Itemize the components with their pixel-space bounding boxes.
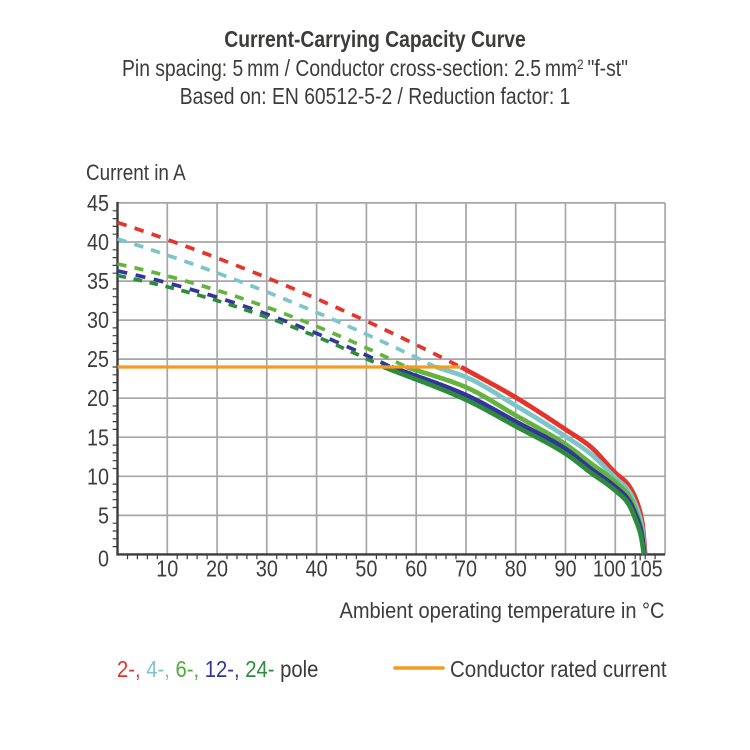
svg-text:30: 30: [256, 555, 278, 582]
svg-text:80: 80: [505, 555, 527, 582]
svg-text:35: 35: [87, 267, 109, 294]
svg-text:Current in A: Current in A: [86, 161, 186, 186]
svg-text:10: 10: [87, 463, 109, 490]
svg-text:0: 0: [98, 545, 109, 572]
svg-text:Ambient operating temperature: Ambient operating temperature in °C: [340, 598, 665, 623]
svg-text:2-, 4-, 6-, 12-, 24- pole: 2-, 4-, 6-, 12-, 24- pole: [117, 656, 318, 683]
svg-text:30: 30: [87, 306, 109, 333]
svg-text:40: 40: [306, 555, 328, 582]
svg-text:Current-Carrying Capacity Curv: Current-Carrying Capacity Curve: [224, 28, 526, 53]
svg-text:10: 10: [156, 555, 178, 582]
svg-text:70: 70: [455, 555, 477, 582]
svg-text:5: 5: [98, 502, 109, 529]
svg-text:45: 45: [87, 189, 109, 216]
svg-text:40: 40: [87, 228, 109, 255]
svg-text:100: 100: [593, 555, 626, 582]
svg-text:105: 105: [630, 555, 663, 582]
svg-text:15: 15: [87, 424, 109, 451]
svg-text:60: 60: [405, 555, 427, 582]
svg-text:Pin spacing: 5 mm / Conductor: Pin spacing: 5 mm / Conductor cross-sect…: [122, 56, 628, 81]
svg-text:25: 25: [87, 345, 109, 372]
svg-text:Conductor rated current: Conductor rated current: [450, 656, 667, 683]
svg-text:50: 50: [355, 555, 377, 582]
svg-text:90: 90: [555, 555, 577, 582]
svg-text:20: 20: [87, 385, 109, 412]
svg-text:20: 20: [206, 555, 228, 582]
svg-text:Based on: EN 60512-5-2 / Reduc: Based on: EN 60512-5-2 / Reduction facto…: [180, 85, 571, 110]
